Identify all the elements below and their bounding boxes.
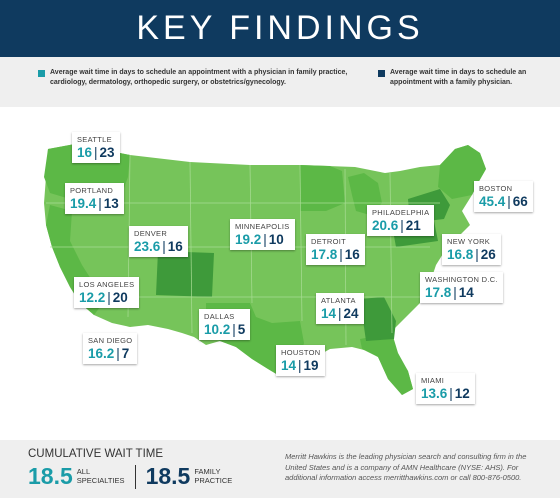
legend: Average wait time in days to schedule an… xyxy=(0,57,560,107)
callout-dallas: DALLAS 10.2 | 5 xyxy=(199,309,251,340)
map-area: SEATTLE 16 | 23 PORTLAND 19.4 | 13 DENVER 23… xyxy=(0,107,560,440)
value-family: 24 xyxy=(343,306,359,321)
cumulative-all-label: ALL SPECIALTIES xyxy=(76,467,125,485)
legend-text-specialty: Average wait time in days to schedule an… xyxy=(50,69,348,86)
city-label: MIAMI xyxy=(421,376,445,385)
city-label: SAN DIEGO xyxy=(88,336,133,345)
value-family: 14 xyxy=(458,285,474,300)
value-family: 23 xyxy=(99,145,115,160)
value-all: 45.4 xyxy=(479,194,506,209)
callout-miami: MIAMI 13.6 | 12 xyxy=(416,373,475,404)
value-all: 19.2 xyxy=(235,232,262,247)
city-label: ATLANTA xyxy=(321,296,356,305)
city-label: DETROIT xyxy=(311,237,347,246)
value-family: 12 xyxy=(454,386,470,401)
value-all: 20.6 xyxy=(372,218,399,233)
callout-boston: BOSTON 45.4 | 66 xyxy=(474,181,533,212)
city-label: PHILADELPHIA xyxy=(372,208,430,217)
callout-detroit: DETROIT 17.8 | 16 xyxy=(306,234,365,265)
city-label: BOSTON xyxy=(479,184,513,193)
value-all: 16.2 xyxy=(88,346,115,361)
city-label: DALLAS xyxy=(204,312,235,321)
legend-text-family: Average wait time in days to schedule an… xyxy=(390,69,527,86)
region-minnesota xyxy=(300,165,345,211)
cumulative-values: 18.5 ALL SPECIALTIES 18.5 FAMILY PRACTICE xyxy=(28,463,232,490)
value-family: 10 xyxy=(268,232,284,247)
cumulative-all-value: 18.5 xyxy=(28,463,73,489)
value-all: 12.2 xyxy=(79,290,106,305)
callout-houston: HOUSTON 14 | 19 xyxy=(276,345,326,376)
cumulative-divider xyxy=(134,464,136,489)
region-florida xyxy=(360,333,413,395)
cumulative-all-label-2: SPECIALTIES xyxy=(76,475,125,485)
value-all: 17.8 xyxy=(425,285,452,300)
highlight-georgia xyxy=(360,297,396,341)
value-all: 13.6 xyxy=(421,386,448,401)
legend-swatch-family xyxy=(378,70,385,77)
value-family: 26 xyxy=(480,247,496,262)
value-all: 10.2 xyxy=(204,322,231,337)
footer-text: Merritt Hawkins is the leading physician… xyxy=(285,452,527,482)
legend-item-family: Average wait time in days to schedule an… xyxy=(378,68,540,87)
city-label: HOUSTON xyxy=(281,348,321,357)
cumulative-title: CUMULATIVE WAIT TIME xyxy=(28,448,164,460)
callout-minneapolis: MINNEAPOLIS 19.2 | 10 xyxy=(230,219,295,250)
value-all: 17.8 xyxy=(311,247,338,262)
callout-los-angeles: LOS ANGELES 12.2 | 20 xyxy=(74,277,140,308)
value-family: 21 xyxy=(405,218,421,233)
value-all: 19.4 xyxy=(70,196,97,211)
city-label: NEW YORK xyxy=(447,237,491,246)
callout-new-york: NEW YORK 16.8 | 26 xyxy=(442,234,501,265)
city-label: LOS ANGELES xyxy=(79,280,135,289)
callout-washington-dc: WASHINGTON D.C. 17.8 | 14 xyxy=(420,272,503,303)
page-title: KEY FINDINGS xyxy=(0,0,560,57)
region-michigan xyxy=(348,173,382,215)
value-all: 14 xyxy=(321,306,337,321)
value-all: 16 xyxy=(77,145,93,160)
callout-portland: PORTLAND 19.4 | 13 xyxy=(65,183,124,214)
callout-san-diego: SAN DIEGO 16.2 | 7 xyxy=(83,333,138,364)
summary-band: CUMULATIVE WAIT TIME 18.5 ALL SPECIALTIES… xyxy=(0,440,560,498)
value-family: 5 xyxy=(237,322,246,337)
callout-denver: DENVER 23.6 | 16 xyxy=(129,226,188,257)
callout-seattle: SEATTLE 16 | 23 xyxy=(72,132,120,163)
city-label: SEATTLE xyxy=(77,135,112,144)
cumulative-family-label-2: PRACTICE xyxy=(194,475,233,485)
value-family: 16 xyxy=(167,239,183,254)
value-all: 14 xyxy=(281,358,297,373)
value-all: 23.6 xyxy=(134,239,161,254)
city-label: PORTLAND xyxy=(70,186,114,195)
city-label: DENVER xyxy=(134,229,168,238)
highlight-colorado xyxy=(156,251,214,297)
value-family: 19 xyxy=(303,358,319,373)
value-family: 16 xyxy=(344,247,360,262)
callout-philadelphia: PHILADELPHIA 20.6 | 21 xyxy=(367,205,435,236)
legend-item-specialty: Average wait time in days to schedule an… xyxy=(38,68,350,87)
value-family: 66 xyxy=(512,194,528,209)
value-all: 16.8 xyxy=(447,247,474,262)
legend-swatch-specialty xyxy=(38,70,45,77)
city-label: MINNEAPOLIS xyxy=(235,222,290,231)
cumulative-family-value: 18.5 xyxy=(145,463,191,489)
value-family: 13 xyxy=(103,196,119,211)
callout-atlanta: ATLANTA 14 | 24 xyxy=(316,293,364,324)
city-label: WASHINGTON D.C. xyxy=(425,275,498,284)
cumulative-family-label-1: FAMILY xyxy=(194,467,221,476)
value-family: 7 xyxy=(121,346,130,361)
value-family: 20 xyxy=(112,290,128,305)
cumulative-all-label-1: ALL xyxy=(76,467,91,476)
cumulative-family-label: FAMILY PRACTICE xyxy=(194,467,233,485)
